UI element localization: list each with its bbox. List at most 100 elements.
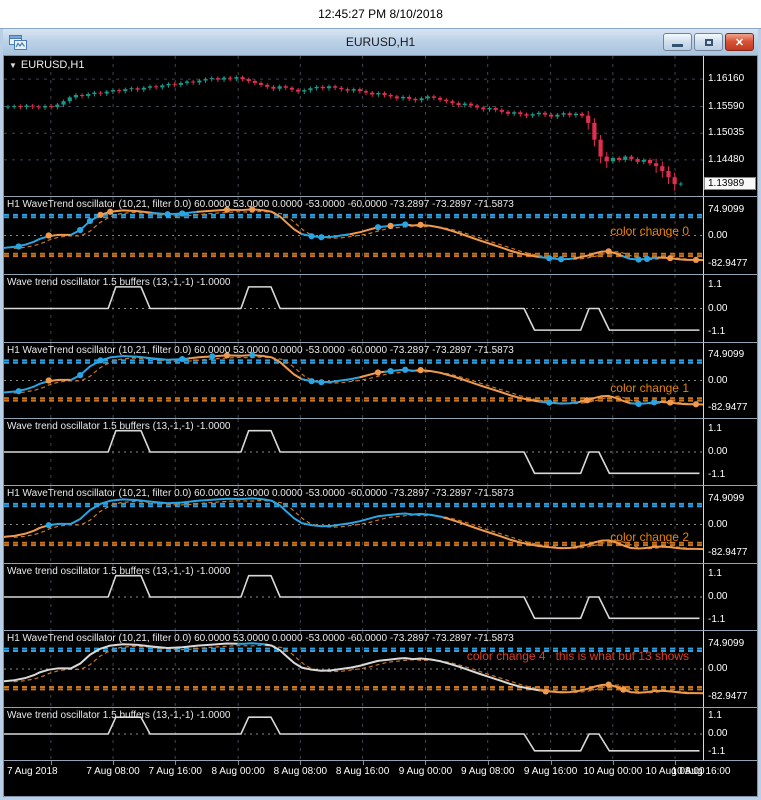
indicator-header: H1 WaveTrend oscillator (10,21, filter 0… xyxy=(7,345,514,356)
time-axis-tick xyxy=(300,761,302,765)
indicator-header: Wave trend oscillator 1.5 buffers (13,-1… xyxy=(7,421,231,432)
axis-tick-label: 0.00 xyxy=(708,518,728,530)
wavetrend-chart-3[interactable]: H1 WaveTrend oscillator (10,21, filter 0… xyxy=(4,486,703,563)
axis-tick-label: -82.9477 xyxy=(708,258,748,269)
time-axis-tick xyxy=(675,761,677,765)
time-axis-label: 10 Aug 00:00 xyxy=(583,766,643,777)
indicator-axis: 1.1 0.00 -1.1 xyxy=(703,419,757,485)
axis-tick-label: -82.9477 xyxy=(708,691,748,703)
wavetrend-panel-3: H1 WaveTrend oscillator (10,21, filter 0… xyxy=(4,485,757,563)
price-axis: 1.16160 1.15590 1.15035 1.14480 1.13989 xyxy=(703,56,757,196)
time-axis-tick xyxy=(175,761,177,765)
axis-tick-label: 1.1 xyxy=(708,567,722,579)
annotation-text: color change 0 xyxy=(610,224,689,239)
time-axis-label: 7 Aug 08:00 xyxy=(86,766,140,777)
time-axis-tick xyxy=(50,761,52,765)
system-clock: 12:45:27 PM 8/10/2018 xyxy=(0,0,761,28)
axis-tick-label: 1.1 xyxy=(708,278,722,290)
time-axis-label: 8 Aug 16:00 xyxy=(335,766,390,777)
time-axis-label: 9 Aug 16:00 xyxy=(523,766,578,777)
wavetrend-svg xyxy=(4,631,703,707)
buffer-panel-2: Wave trend oscillator 1.5 buffers (13,-1… xyxy=(4,418,757,485)
axis-tick-label: -82.9477 xyxy=(708,547,748,558)
indicator-axis: 1.1 0.00 -1.1 xyxy=(703,708,757,760)
buffer-svg xyxy=(4,708,703,760)
indicator-header: H1 WaveTrend oscillator (10,21, filter 0… xyxy=(7,199,514,210)
candlestick-chart[interactable]: ▼ EURUSD,H1 xyxy=(4,56,703,196)
buffer-chart-3[interactable]: Wave trend oscillator 1.5 buffers (13,-1… xyxy=(4,564,703,630)
buffer-chart-2[interactable]: Wave trend oscillator 1.5 buffers (13,-1… xyxy=(4,419,703,485)
axis-tick-label: 0.00 xyxy=(708,302,728,314)
axis-tick-label: 74.9099 xyxy=(708,349,745,361)
time-axis-tick xyxy=(238,761,240,765)
symbol-label[interactable]: ▼ EURUSD,H1 xyxy=(9,59,85,71)
axis-tick-label: 1.1 xyxy=(708,709,722,721)
indicator-header: H1 WaveTrend oscillator (10,21, filter 0… xyxy=(7,488,514,499)
axis-tick-label: -1.1 xyxy=(708,326,726,338)
buffer-chart-1[interactable]: Wave trend oscillator 1.5 buffers (13,-1… xyxy=(4,275,703,342)
axis-tick-label: -1.1 xyxy=(708,469,726,481)
indicator-axis: 1.1 0.00 -1.1 xyxy=(703,564,757,630)
axis-tick-label: 1.1 xyxy=(708,422,722,434)
time-axis-label: 10 Aug 08:00 xyxy=(645,766,705,777)
buffer-svg xyxy=(4,275,703,342)
annotation-text: color change 2 xyxy=(610,529,689,544)
minimize-icon xyxy=(672,43,683,47)
axis-tick-label: 1.14480 xyxy=(708,153,745,165)
chart-window-icon[interactable] xyxy=(9,34,27,50)
time-axis-tick xyxy=(550,761,552,765)
wavetrend-svg xyxy=(4,197,703,274)
chevron-down-icon: ▼ xyxy=(9,60,17,70)
restore-button[interactable] xyxy=(694,33,723,51)
buffer-chart-4[interactable]: Wave trend oscillator 1.5 buffers (13,-1… xyxy=(4,708,703,760)
main-chart-panel: ▼ EURUSD,H1 1.16160 1.15590 1.15035 1.14480… xyxy=(4,56,757,196)
symbol-text: EURUSD,H1 xyxy=(20,59,85,71)
indicator-axis: 74.9099 0.00 -82.9477 xyxy=(703,486,757,563)
chart-stack: ▼ EURUSD,H1 1.16160 1.15590 1.15035 1.14480… xyxy=(3,55,758,797)
time-axis-label: 7 Aug 2018 xyxy=(7,766,58,777)
buffer-panel-3: Wave trend oscillator 1.5 buffers (13,-1… xyxy=(4,563,757,630)
indicator-axis: 74.9099 0.00 -82.9477 xyxy=(703,343,757,418)
time-axis-label: 8 Aug 08:00 xyxy=(273,766,328,777)
indicator-header: Wave trend oscillator 1.5 buffers (13,-1… xyxy=(7,277,231,288)
buffer-svg xyxy=(4,419,703,485)
axis-tick-label: 74.9099 xyxy=(708,637,745,649)
title-bar[interactable]: EURUSD,H1 ✕ xyxy=(3,29,758,55)
current-price-badge: 1.13989 xyxy=(704,176,756,190)
close-icon: ✕ xyxy=(734,36,745,49)
wavetrend-panel-1: H1 WaveTrend oscillator (10,21, filter 0… xyxy=(4,196,757,274)
indicator-header: Wave trend oscillator 1.5 buffers (13,-1… xyxy=(7,710,231,721)
axis-tick-label: -1.1 xyxy=(708,746,726,758)
close-button[interactable]: ✕ xyxy=(725,33,754,51)
time-axis-label: 8 Aug 00:00 xyxy=(211,766,265,777)
annotation-text: color change 1 xyxy=(610,381,689,396)
axis-tick-label: 0.00 xyxy=(708,446,728,457)
indicator-axis: 1.1 0.00 -1.1 xyxy=(703,275,757,342)
wavetrend-svg xyxy=(4,486,703,563)
axis-tick-label: 0.00 xyxy=(708,591,728,602)
time-axis-tick xyxy=(425,761,427,765)
wavetrend-chart-1[interactable]: H1 WaveTrend oscillator (10,21, filter 0… xyxy=(4,197,703,274)
time-axis-tick xyxy=(487,761,489,765)
time-axis-label: 10 Aug 16:00 xyxy=(671,766,731,777)
axis-tick-label: 74.9099 xyxy=(708,492,745,504)
axis-tick-label: 1.15590 xyxy=(708,100,745,112)
window-title: EURUSD,H1 xyxy=(345,35,416,49)
indicator-axis: 74.9099 0.00 -82.9477 xyxy=(703,197,757,274)
axis-tick-label: 0.00 xyxy=(708,663,728,674)
buffer-panel-4: Wave trend oscillator 1.5 buffers (13,-1… xyxy=(4,707,757,760)
axis-tick-label: 0.00 xyxy=(708,374,728,386)
annotation-text: color change 4 this is what buf 13 shows xyxy=(466,649,689,664)
axis-tick-label: -82.9477 xyxy=(708,402,748,414)
wavetrend-chart-4[interactable]: H1 WaveTrend oscillator (10,21, filter 0… xyxy=(4,631,703,707)
axis-tick-label: 0.00 xyxy=(708,229,728,241)
wavetrend-panel-2: H1 WaveTrend oscillator (10,21, filter 0… xyxy=(4,342,757,418)
candlestick-svg xyxy=(4,56,703,196)
time-axis-tick xyxy=(612,761,614,765)
wavetrend-chart-2[interactable]: H1 WaveTrend oscillator (10,21, filter 0… xyxy=(4,343,703,418)
minimize-button[interactable] xyxy=(663,33,692,51)
time-axis-tick xyxy=(362,761,364,765)
restore-icon xyxy=(704,38,713,46)
time-axis-label: 7 Aug 16:00 xyxy=(148,766,202,777)
chart-window: EURUSD,H1 ✕ ▼ EURUSD,H1 1.16160 1.15590 1.… xyxy=(0,28,761,800)
